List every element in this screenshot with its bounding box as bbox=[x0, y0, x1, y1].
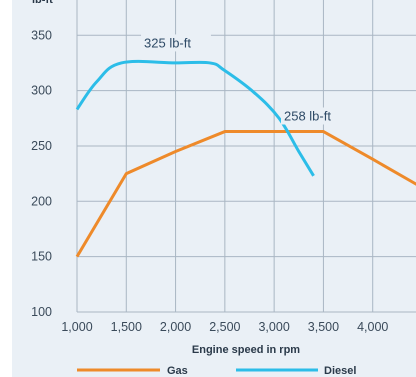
y-tick-label: 150 bbox=[31, 250, 52, 264]
x-tick-label: 2,000 bbox=[160, 320, 191, 334]
gas-series-line bbox=[75, 130, 416, 258]
x-tick-label: 1,500 bbox=[111, 320, 142, 334]
y-axis-ticks: 100150200250300350400450500550600 bbox=[31, 28, 52, 319]
y-tick-label: 250 bbox=[31, 139, 52, 153]
x-tick-label: 2,500 bbox=[209, 320, 240, 334]
legend-label-diesel: Diesel bbox=[324, 365, 356, 377]
annotation-background bbox=[280, 107, 351, 125]
x-tick-label: 4,000 bbox=[357, 320, 388, 334]
annotation-label: 258 lb-ft bbox=[284, 108, 331, 123]
annotation-background bbox=[141, 34, 211, 52]
annotations: 325 lb-ft 258 lb-ft bbox=[141, 34, 351, 125]
series-layer bbox=[75, 59, 416, 258]
grid bbox=[76, 0, 416, 313]
legend: Gas Diesel bbox=[77, 365, 356, 377]
left-margin-strip bbox=[0, 0, 12, 377]
diesel-series-line bbox=[75, 59, 315, 177]
x-axis-ticks: 1,000 1,500 2,000 2,500 3,000 3,500 4,000 bbox=[61, 320, 388, 334]
y-tick-label: 300 bbox=[31, 84, 52, 98]
y-tick-label: 100 bbox=[31, 305, 52, 319]
y-tick-label: 350 bbox=[31, 28, 52, 42]
annotation-label: 325 lb-ft bbox=[144, 35, 191, 50]
x-tick-label: 3,000 bbox=[258, 320, 289, 334]
y-tick-label: 200 bbox=[31, 194, 52, 208]
x-tick-label: 3,500 bbox=[308, 320, 339, 334]
y-axis-title: lb-ft bbox=[32, 0, 53, 6]
x-axis-title: Engine speed in rpm bbox=[192, 344, 300, 356]
x-tick-label: 1,000 bbox=[61, 320, 92, 334]
legend-label-gas: Gas bbox=[167, 365, 188, 377]
